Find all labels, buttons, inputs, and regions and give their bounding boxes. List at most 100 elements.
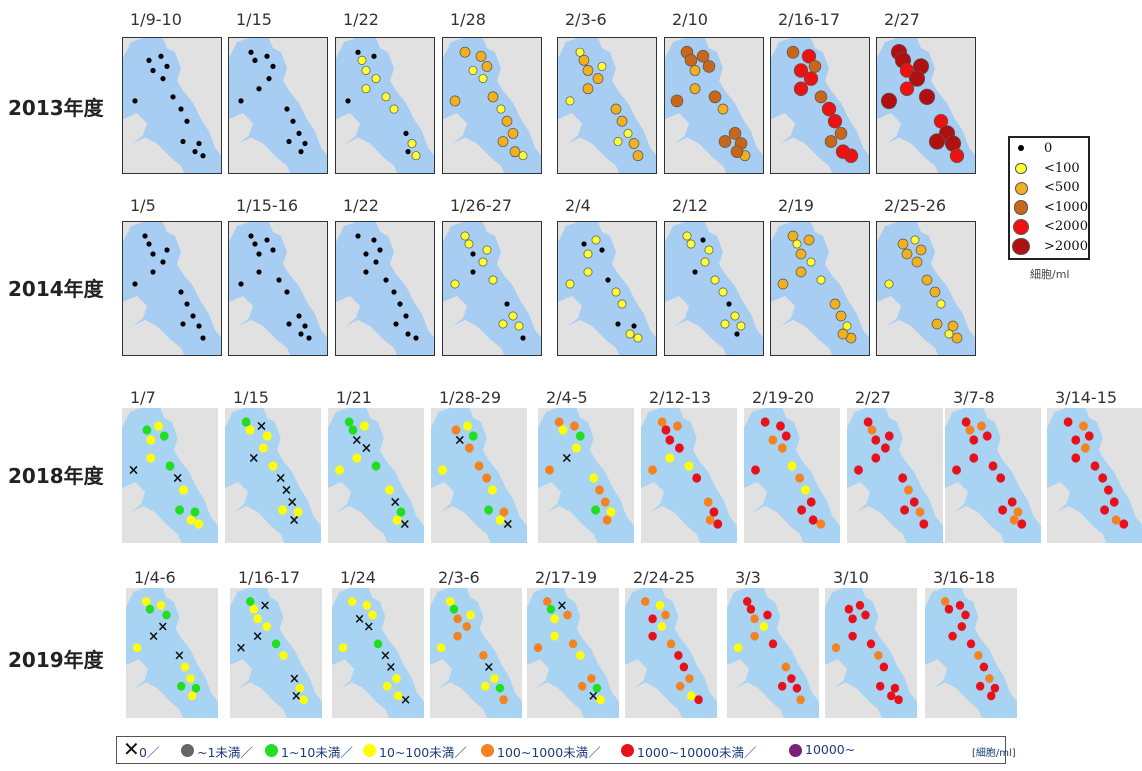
station-marker: [610, 103, 622, 115]
bay-map: [229, 38, 327, 173]
station-zero-dot: [248, 233, 254, 239]
legend-new-symbol: [621, 744, 634, 757]
peninsula-land: [641, 482, 665, 518]
southern-land: [1047, 508, 1086, 543]
station-marker: [928, 133, 946, 150]
station-marker: [996, 473, 1006, 483]
station-zero-cross: [562, 453, 571, 463]
map-panel: [770, 37, 870, 174]
bay-water: [625, 588, 717, 718]
station-zero-dot: [504, 301, 510, 307]
date-label: 1/21: [336, 388, 372, 407]
station-marker: [262, 622, 272, 631]
station-marker: [279, 650, 288, 660]
station-marker: [478, 257, 488, 267]
peninsula-land: [332, 659, 355, 694]
station-marker: [481, 60, 493, 72]
peninsula-land: [336, 113, 360, 150]
station-marker: [837, 328, 849, 340]
map-panel: [664, 37, 764, 174]
bay-water: [229, 38, 327, 173]
station-marker: [258, 443, 268, 453]
peninsula-land: [727, 659, 750, 694]
map-panel: [876, 221, 976, 356]
station-marker: [241, 417, 251, 427]
station-marker: [616, 115, 628, 127]
station-marker: [990, 683, 1000, 693]
bay-water: [558, 222, 656, 355]
station-marker: [268, 461, 278, 471]
legend-new-symbol: [363, 744, 376, 757]
southern-land: [538, 508, 577, 543]
station-marker: [1017, 519, 1027, 529]
peninsula-land: [443, 296, 467, 332]
station-zero-dot: [726, 301, 732, 307]
bay-water: [771, 222, 869, 355]
station-marker: [362, 600, 372, 610]
station-marker: [468, 65, 478, 75]
station-zero-cross: [355, 614, 364, 623]
station-marker: [768, 639, 778, 649]
station-zero-dot: [160, 259, 166, 265]
station-marker: [565, 279, 575, 289]
bay-water: [744, 408, 840, 543]
station-marker: [495, 515, 505, 525]
station-marker: [949, 148, 965, 163]
station-marker: [475, 50, 487, 62]
station-marker: [545, 465, 554, 475]
peninsula-land: [328, 482, 352, 518]
station-marker: [438, 465, 447, 475]
station-marker: [948, 631, 957, 641]
station-marker: [710, 275, 720, 285]
southern-land: [847, 508, 886, 543]
station-marker: [835, 310, 847, 322]
station-zero-dot: [132, 98, 138, 104]
station-marker: [897, 238, 909, 250]
station-marker: [918, 88, 936, 106]
station-marker: [568, 639, 578, 649]
station-marker: [733, 643, 743, 653]
station-marker: [831, 643, 841, 653]
station-marker: [1111, 515, 1121, 525]
legend-new-label: 1000~10000未満／: [637, 745, 757, 760]
peninsula-land: [538, 482, 562, 518]
station-marker: [675, 681, 685, 691]
station-zero-cross: [290, 674, 299, 683]
map-panel: [925, 588, 1017, 718]
station-zero-dot: [581, 241, 587, 247]
station-marker: [591, 235, 601, 245]
peninsula-land: [126, 659, 149, 694]
station-zero-dot: [150, 67, 156, 74]
bay-map: [527, 588, 619, 718]
date-label: 3/3: [735, 568, 761, 587]
station-marker: [299, 695, 308, 705]
peninsula-land: [665, 296, 689, 332]
station-marker: [245, 425, 255, 435]
station-zero-dot: [413, 335, 419, 341]
bay-map: [625, 588, 717, 718]
map-panel: [847, 408, 943, 543]
bay-map: [877, 222, 975, 355]
station-marker: [1109, 497, 1119, 507]
station-zero-dot: [276, 277, 282, 283]
station-marker: [801, 49, 817, 64]
map-panel: [335, 37, 435, 174]
station-marker: [146, 435, 156, 445]
station-marker: [844, 604, 854, 614]
station-marker: [596, 695, 605, 705]
station-marker: [563, 610, 572, 620]
station-marker: [894, 695, 903, 705]
bay-map: [727, 588, 819, 718]
station-zero-dot: [184, 118, 190, 124]
legend-new-label: 10000~: [805, 742, 856, 757]
station-marker: [781, 662, 791, 672]
station-marker: [295, 683, 305, 693]
station-zero-cross: [175, 651, 184, 660]
bay-map: [771, 38, 869, 173]
station-zero-dot: [266, 75, 272, 82]
station-marker: [628, 138, 640, 149]
station-zero-dot: [252, 57, 258, 63]
legend-old-item: <1000: [1010, 199, 1088, 217]
station-marker: [952, 465, 961, 475]
station-marker: [335, 465, 344, 475]
